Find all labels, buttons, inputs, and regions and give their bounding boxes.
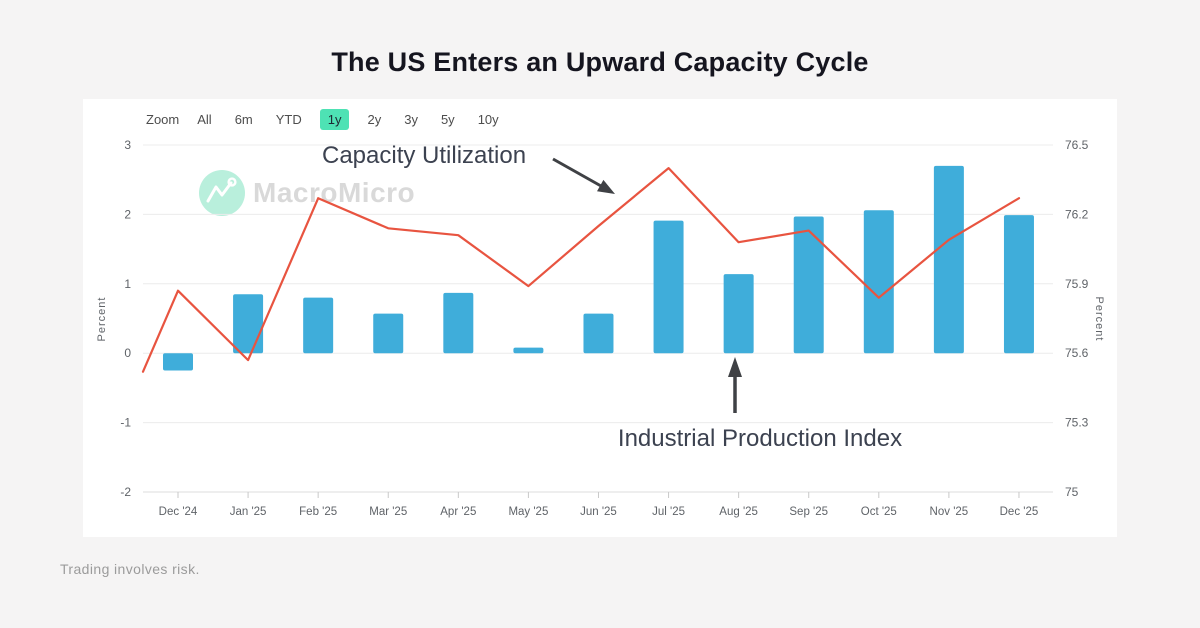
page-title: The US Enters an Upward Capacity Cycle bbox=[331, 47, 869, 77]
bar-may--25[interactable] bbox=[513, 347, 544, 354]
zoom-toolbar: Zoom All 6m YTD 1y 2y 3y 5y 10y bbox=[146, 109, 504, 130]
bar-aug--25[interactable] bbox=[723, 274, 754, 354]
x-axis-label: Apr '25 bbox=[440, 506, 476, 518]
right-axis-title: Percent bbox=[1093, 297, 1105, 342]
right-axis-tick: 75.3 bbox=[1065, 416, 1089, 430]
bar-jul--25[interactable] bbox=[653, 220, 684, 354]
range-button-1y-active[interactable]: 1y bbox=[319, 109, 350, 130]
annotation-arrows bbox=[552, 157, 742, 413]
capacity-arrow-head bbox=[597, 179, 615, 194]
bar-series-industrial-production[interactable] bbox=[163, 165, 1034, 371]
x-axis-label: Aug '25 bbox=[719, 506, 758, 518]
left-axis-tick: 2 bbox=[124, 207, 131, 221]
bar-nov--25[interactable] bbox=[933, 165, 964, 354]
chart-card: Zoom All 6m YTD 1y 2y 3y 5y 10y MacroMic… bbox=[83, 99, 1117, 537]
x-axis-label: Jul '25 bbox=[652, 506, 685, 518]
left-axis-tick: -2 bbox=[120, 485, 131, 499]
left-axis-tick: 1 bbox=[124, 277, 131, 291]
x-axis-label: Mar '25 bbox=[369, 506, 407, 518]
left-axis-title: Percent bbox=[96, 297, 108, 342]
range-button-10y[interactable]: 10y bbox=[477, 112, 499, 127]
gridlines bbox=[143, 144, 1053, 493]
line-series-capacity-utilization[interactable] bbox=[141, 166, 1021, 373]
left-axis-tick: 0 bbox=[124, 346, 131, 360]
ipi-arrow-head bbox=[728, 357, 742, 377]
range-button-all[interactable]: All bbox=[197, 112, 212, 127]
capacity-utilization-line[interactable] bbox=[141, 166, 1021, 373]
range-button-5y[interactable]: 5y bbox=[440, 112, 455, 127]
bar-mar--25[interactable] bbox=[373, 313, 404, 354]
range-button-3y[interactable]: 3y bbox=[404, 112, 418, 127]
disclaimer-text: Trading involves risk. bbox=[60, 561, 200, 577]
bar-apr--25[interactable] bbox=[443, 292, 474, 354]
zoom-label: Zoom bbox=[146, 112, 180, 127]
x-axis-label: Nov '25 bbox=[930, 506, 969, 518]
range-button-2y[interactable]: 2y bbox=[367, 112, 382, 127]
left-axis-tick: 3 bbox=[124, 138, 131, 152]
bar-oct--25[interactable] bbox=[863, 210, 894, 354]
x-axis-label: Jan '25 bbox=[230, 506, 267, 518]
x-axis-label: Sep '25 bbox=[789, 506, 828, 518]
range-button-ytd[interactable]: YTD bbox=[275, 112, 302, 127]
left-axis-tick: -1 bbox=[120, 416, 131, 430]
range-button-6m[interactable]: 6m bbox=[234, 112, 253, 127]
x-axis-label: Oct '25 bbox=[861, 506, 897, 518]
capacity-utilization-annotation: Capacity Utilization bbox=[322, 142, 527, 169]
x-axis-label: Dec '24 bbox=[159, 506, 198, 518]
chart-canvas: 3 76.5 2 76.2 1 75.9 0 75.6 -1 75.3 -2 75 Dec '24 Jan… bbox=[96, 138, 1105, 518]
bar-sep--25[interactable] bbox=[793, 216, 824, 354]
x-axis-label: Feb '25 bbox=[299, 506, 337, 518]
bar-dec--24[interactable] bbox=[163, 353, 193, 371]
right-axis-tick: 76.2 bbox=[1065, 207, 1089, 221]
right-axis-tick: 75.9 bbox=[1065, 277, 1089, 291]
x-axis-label: Jun '25 bbox=[580, 506, 617, 518]
x-axis-label: Dec '25 bbox=[1000, 506, 1039, 518]
bar-feb--25[interactable] bbox=[303, 297, 334, 354]
bar-jan--25[interactable] bbox=[233, 294, 264, 354]
capacity-arrow-shaft bbox=[552, 157, 602, 188]
axis-labels: 3 76.5 2 76.2 1 75.9 0 75.6 -1 75.3 -2 75 Dec '24 Jan… bbox=[96, 138, 1105, 518]
bar-jun--25[interactable] bbox=[583, 313, 614, 354]
x-axis-label: May '25 bbox=[508, 506, 548, 518]
right-axis-tick: 76.5 bbox=[1065, 138, 1089, 152]
bar-dec--25[interactable] bbox=[1003, 215, 1034, 354]
industrial-production-annotation: Industrial Production Index bbox=[617, 425, 903, 452]
right-axis-tick: 75.6 bbox=[1065, 346, 1089, 360]
right-axis-tick: 75 bbox=[1065, 485, 1079, 499]
